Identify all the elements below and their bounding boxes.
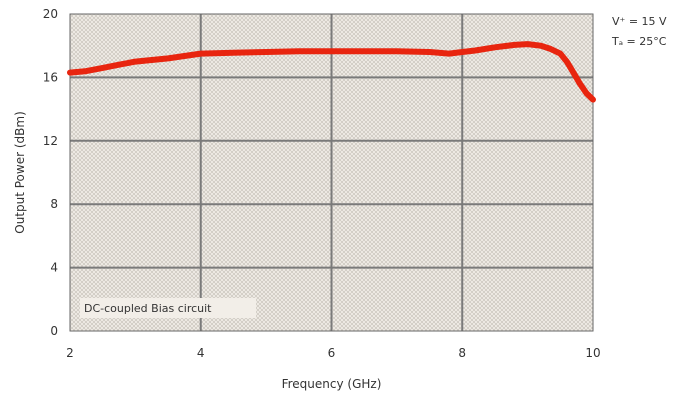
x-axis-label: Frequency (GHz) bbox=[282, 377, 382, 391]
y-tick-label: 20 bbox=[43, 7, 58, 21]
series-line-output-power bbox=[67, 41, 596, 103]
y-axis-label: Output Power (dBm) bbox=[13, 111, 27, 234]
x-tick-label: 6 bbox=[328, 346, 336, 360]
plot-frame bbox=[69, 13, 594, 332]
y-tick-label: 0 bbox=[50, 324, 58, 338]
test-conditions: V⁺ = 15 V Tₐ = 25°C bbox=[612, 12, 667, 52]
tick-labels: 2 4 6 8 10 0 4 8 12 16 20 bbox=[43, 7, 601, 360]
x-tick-label: 2 bbox=[66, 346, 74, 360]
annotation-background bbox=[80, 298, 256, 318]
x-tick-label: 10 bbox=[585, 346, 600, 360]
grid-lines bbox=[70, 14, 593, 331]
temperature-condition: Tₐ = 25°C bbox=[612, 35, 667, 48]
y-tick-label: 8 bbox=[50, 197, 58, 211]
y-tick-label: 12 bbox=[43, 134, 58, 148]
x-tick-label: 8 bbox=[458, 346, 466, 360]
x-tick-label: 4 bbox=[197, 346, 205, 360]
supply-voltage-condition: V⁺ = 15 V bbox=[612, 15, 667, 28]
y-tick-label: 16 bbox=[43, 70, 58, 84]
y-tick-label: 4 bbox=[50, 261, 58, 275]
annotation-label: DC-coupled Bias circuit bbox=[84, 302, 212, 315]
